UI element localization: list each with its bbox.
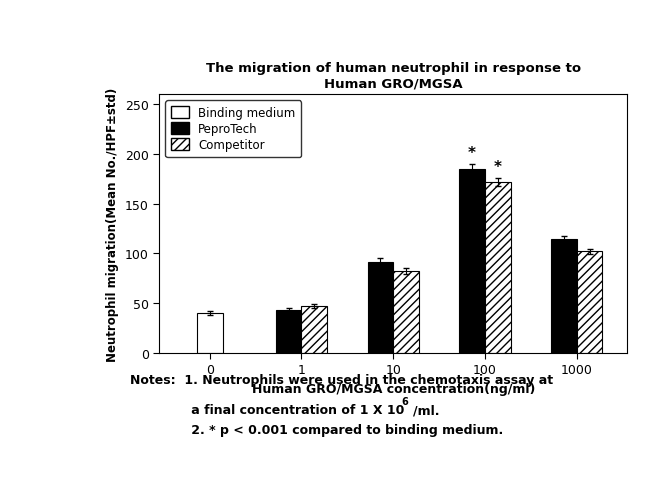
- Text: Notes:  1. Neutrophils were used in the chemotaxis assay at: Notes: 1. Neutrophils were used in the c…: [130, 373, 553, 386]
- Text: 2. * p < 0.001 compared to binding medium.: 2. * p < 0.001 compared to binding mediu…: [130, 423, 503, 436]
- Legend: Binding medium, PeproTech, Competitor: Binding medium, PeproTech, Competitor: [165, 101, 302, 158]
- Bar: [551, 239, 577, 353]
- Text: 6: 6: [402, 396, 408, 406]
- X-axis label: Human GRO/MGSA concentration(ng/ml): Human GRO/MGSA concentration(ng/ml): [252, 382, 535, 395]
- Text: /ml.: /ml.: [413, 403, 439, 416]
- Bar: [485, 182, 511, 353]
- Bar: [393, 272, 419, 353]
- Text: a final concentration of 1 X 10: a final concentration of 1 X 10: [130, 403, 404, 416]
- Title: The migration of human neutrophil in response to
Human GRO/MGSA: The migration of human neutrophil in res…: [205, 62, 581, 90]
- Bar: [367, 263, 393, 353]
- Bar: [302, 307, 327, 353]
- Bar: [460, 170, 485, 353]
- Bar: [276, 311, 302, 353]
- Text: *: *: [494, 160, 502, 174]
- Bar: [577, 252, 603, 353]
- Y-axis label: Neutrophil migration(Mean No./HPF±std): Neutrophil migration(Mean No./HPF±std): [107, 87, 120, 361]
- Bar: [197, 314, 222, 353]
- Text: *: *: [468, 146, 476, 161]
